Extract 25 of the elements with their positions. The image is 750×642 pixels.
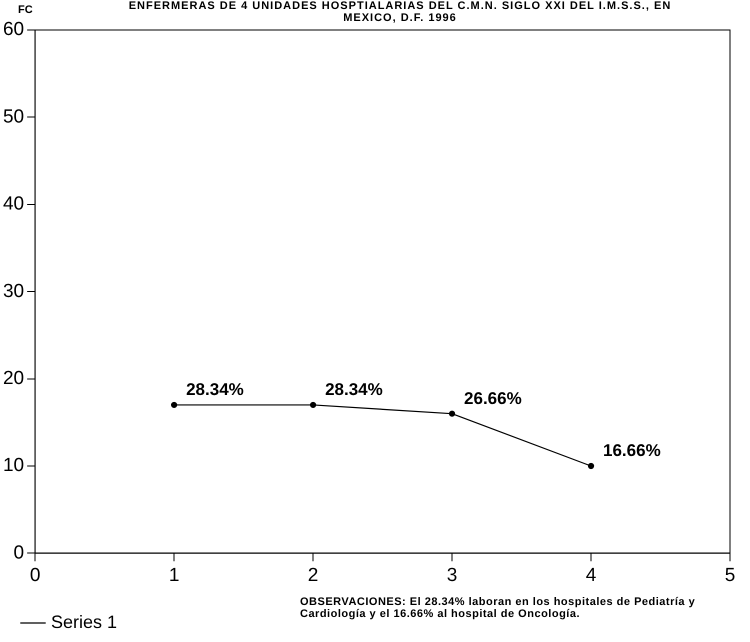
y-tick-label: 0: [14, 542, 24, 564]
text: OBSERVACIONES: El 28.34% laboran en los hospitales de Pediatría y Cardiología y el 16.66% al hospital de Oncología.: [300, 596, 696, 620]
point: [448, 410, 456, 417]
y-tick-label: 50: [2, 106, 24, 128]
x-tick-label: 2: [308, 564, 318, 586]
y-tick-label: 10: [2, 455, 24, 476]
chart-title: ENFERMERAS DE 4 UNIDADES HOSPTIALARIAS DEL C.M.N. SIGLO XXI DEL I.M.S.S., EN MEXICO, D.F. 1996: [128, 0, 672, 24]
x-tick-label: 1: [168, 564, 180, 586]
annotation: 28.34%: [186, 380, 244, 400]
x-tick-label: 4: [586, 564, 597, 586]
y-tick-label: 30: [2, 280, 24, 302]
y-tick-label: 20: [2, 368, 24, 390]
point: [588, 462, 594, 470]
y-tick-label: 60: [2, 19, 24, 40]
point: [171, 402, 178, 408]
y-axis-title: FC: [18, 4, 33, 16]
x-tick-label: 3: [446, 564, 458, 586]
annotation: 28.34%: [325, 380, 383, 400]
x-tick-label: 5: [724, 564, 736, 586]
point: [310, 402, 316, 408]
y-tick-label: 40: [2, 194, 24, 215]
annotation: 16.66%: [603, 441, 661, 460]
x-tick-label: 0: [30, 564, 40, 586]
annotation: 26.66%: [464, 388, 522, 408]
legend-label: Series 1: [51, 612, 118, 632]
